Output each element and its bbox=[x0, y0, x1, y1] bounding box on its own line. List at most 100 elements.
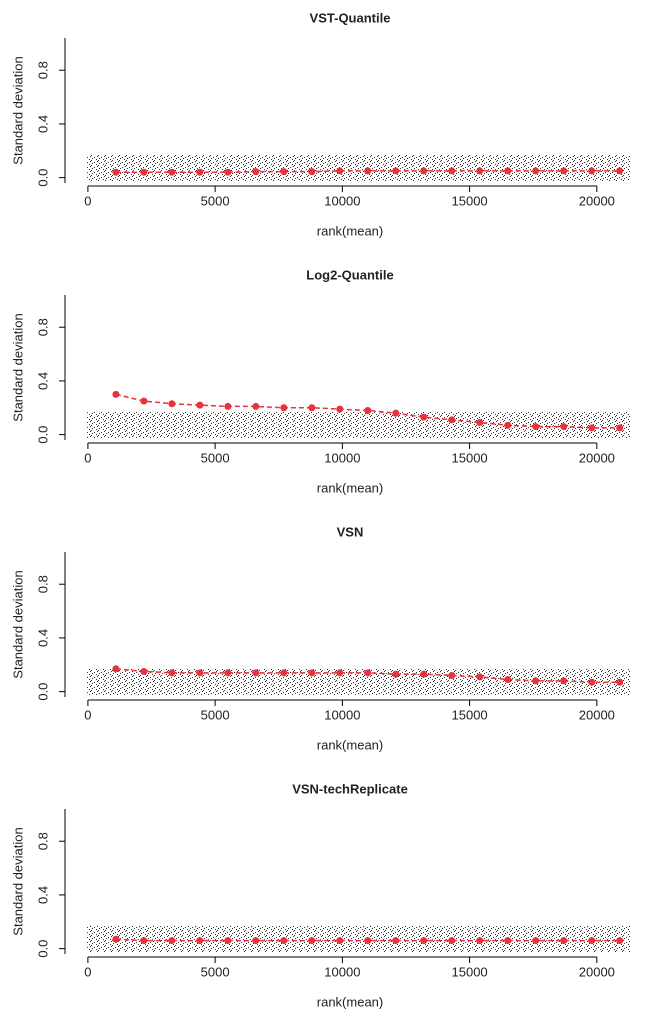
median-point bbox=[532, 937, 540, 945]
median-point bbox=[588, 678, 596, 686]
x-tick-label: 0 bbox=[84, 450, 91, 465]
x-tick-label: 10000 bbox=[324, 964, 360, 979]
median-point bbox=[308, 669, 316, 677]
median-point bbox=[364, 167, 372, 175]
median-point bbox=[392, 937, 400, 945]
chart-title: VSN bbox=[337, 524, 364, 539]
median-point bbox=[364, 937, 372, 945]
median-point bbox=[140, 937, 148, 945]
median-point bbox=[588, 167, 596, 175]
median-point bbox=[308, 404, 316, 412]
y-axis-label: Standard deviation bbox=[10, 56, 25, 164]
panel: VSN rank(mean) Standard deviation 0.0 0.4 0.8… bbox=[10, 524, 630, 752]
y-tick-label: 0.4 bbox=[35, 886, 50, 904]
median-point bbox=[420, 670, 428, 678]
median-point bbox=[476, 167, 484, 175]
x-tick-label: 20000 bbox=[579, 193, 615, 208]
median-point bbox=[336, 937, 344, 945]
median-point bbox=[140, 397, 148, 405]
median-point bbox=[336, 669, 344, 677]
median-point bbox=[196, 937, 204, 945]
median-point bbox=[532, 677, 540, 685]
x-tick-label: 5000 bbox=[201, 964, 230, 979]
y-tick-label: 0.0 bbox=[35, 169, 50, 187]
median-point bbox=[560, 677, 568, 685]
median-point bbox=[224, 168, 232, 176]
median-point bbox=[168, 168, 176, 176]
panel: Log2-Quantile rank(mean) Standard deviatio… bbox=[10, 267, 630, 495]
median-point bbox=[308, 937, 316, 945]
median-point bbox=[196, 401, 204, 409]
median-point bbox=[532, 423, 540, 431]
x-tick-label: 15000 bbox=[452, 193, 488, 208]
median-point bbox=[224, 669, 232, 677]
y-axis-label: Standard deviation bbox=[10, 827, 25, 935]
chart-title: Log2-Quantile bbox=[306, 267, 393, 282]
median-point bbox=[252, 937, 260, 945]
panel: VSN-techReplicate rank(mean) Standard devi… bbox=[10, 781, 630, 1009]
median-point bbox=[420, 937, 428, 945]
y-tick-label: 0.0 bbox=[35, 426, 50, 444]
median-point bbox=[252, 402, 260, 410]
point-cloud-texture bbox=[87, 155, 630, 181]
median-point bbox=[364, 669, 372, 677]
median-point bbox=[588, 937, 596, 945]
x-tick-label: 5000 bbox=[201, 707, 230, 722]
median-point bbox=[336, 405, 344, 413]
point-cloud-texture bbox=[87, 412, 630, 438]
median-point bbox=[196, 669, 204, 677]
median-point bbox=[476, 419, 484, 427]
y-tick-label: 0.0 bbox=[35, 940, 50, 958]
y-tick-label: 0.8 bbox=[35, 575, 50, 593]
x-tick-label: 5000 bbox=[201, 193, 230, 208]
median-point bbox=[308, 168, 316, 176]
x-tick-label: 20000 bbox=[579, 707, 615, 722]
median-point bbox=[476, 937, 484, 945]
x-tick-label: 15000 bbox=[452, 450, 488, 465]
median-point bbox=[252, 669, 260, 677]
y-tick-label: 0.4 bbox=[35, 115, 50, 133]
x-tick-label: 15000 bbox=[452, 707, 488, 722]
median-point bbox=[560, 167, 568, 175]
median-point bbox=[112, 665, 120, 673]
median-point bbox=[168, 400, 176, 408]
median-point bbox=[112, 390, 120, 398]
median-point bbox=[112, 168, 120, 176]
x-tick-label: 20000 bbox=[579, 450, 615, 465]
x-axis-label: rank(mean) bbox=[317, 737, 383, 752]
chart-title: VST-Quantile bbox=[310, 10, 391, 25]
x-tick-label: 10000 bbox=[324, 450, 360, 465]
x-tick-label: 0 bbox=[84, 193, 91, 208]
y-tick-label: 0.0 bbox=[35, 683, 50, 701]
x-tick-label: 0 bbox=[84, 964, 91, 979]
median-point bbox=[140, 168, 148, 176]
median-point bbox=[280, 168, 288, 176]
median-point bbox=[448, 937, 456, 945]
median-point bbox=[616, 678, 624, 686]
median-point bbox=[616, 167, 624, 175]
median-point bbox=[616, 937, 624, 945]
median-point bbox=[364, 406, 372, 414]
x-tick-label: 10000 bbox=[324, 707, 360, 722]
median-point bbox=[224, 937, 232, 945]
median-point bbox=[448, 672, 456, 680]
median-point bbox=[448, 167, 456, 175]
median-point bbox=[392, 167, 400, 175]
median-point bbox=[560, 937, 568, 945]
median-point bbox=[168, 669, 176, 677]
median-point bbox=[392, 670, 400, 678]
median-point bbox=[504, 421, 512, 429]
median-point bbox=[532, 167, 540, 175]
x-tick-label: 10000 bbox=[324, 193, 360, 208]
x-tick-label: 15000 bbox=[452, 964, 488, 979]
y-axis-label: Standard deviation bbox=[10, 313, 25, 421]
median-point bbox=[280, 404, 288, 412]
x-tick-label: 20000 bbox=[579, 964, 615, 979]
median-point bbox=[336, 167, 344, 175]
median-point bbox=[392, 409, 400, 417]
x-axis-label: rank(mean) bbox=[317, 994, 383, 1009]
x-axis-label: rank(mean) bbox=[317, 480, 383, 495]
median-point bbox=[280, 937, 288, 945]
y-tick-label: 0.4 bbox=[35, 629, 50, 647]
